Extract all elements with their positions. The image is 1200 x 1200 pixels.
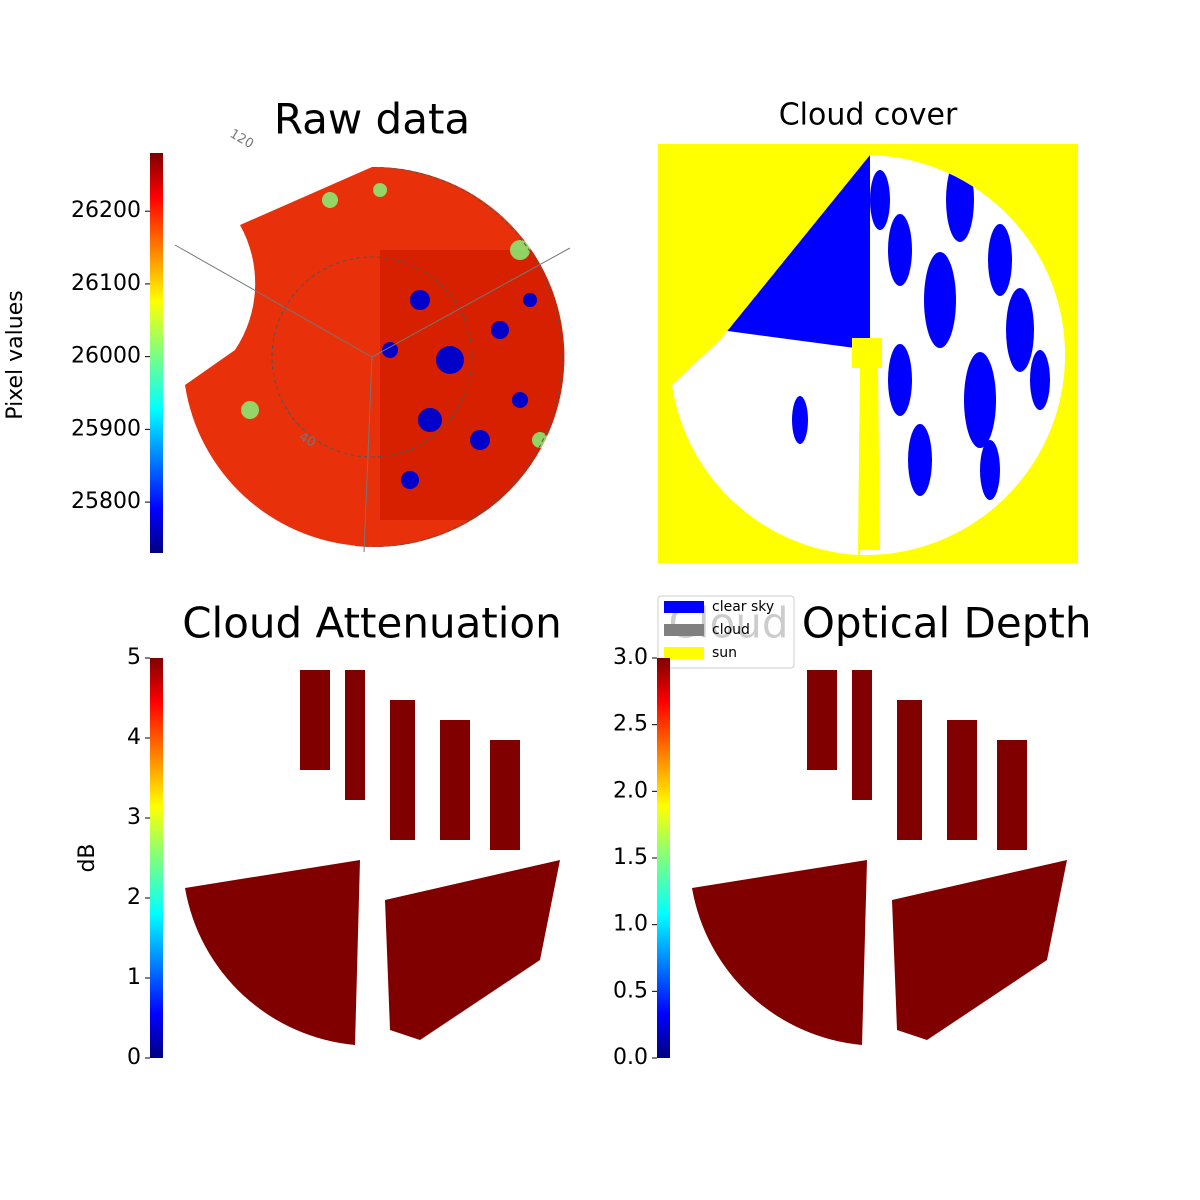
legend-label: clear sky [712,599,774,615]
colorbar-tick-label: 4 [127,725,141,750]
colorbar-tick-label: 2 [127,885,141,910]
colorbar-tick-label: 25900 [71,416,141,441]
legend-label: cloud [712,622,750,638]
legend-swatch [664,624,704,636]
attenuation-image [185,670,560,1045]
legend-label: sun [712,645,737,661]
sun-area [852,338,882,368]
colorbar-tick-label: 0.5 [613,978,648,1003]
clear-area [988,224,1012,296]
colorbar [150,153,163,553]
panel-title: Raw data [274,95,470,144]
colorbar-tick-label: 0 [127,1045,141,1070]
legend-swatch [664,647,704,659]
colorbar [150,658,163,1058]
colorbar-tick-label: 25800 [71,489,141,514]
polar-label: 120 [227,127,256,152]
cloud-cover-image [658,144,1078,563]
colorbar-tick-label: 3 [127,805,141,830]
raw-image [185,166,565,547]
clear-area [964,352,996,448]
colorbar-tick-label: 5 [127,645,141,670]
panel-title: Cloud Attenuation [182,599,562,648]
colorbar-label: dB [75,843,100,872]
clear-area [870,170,890,230]
colorbar-tick-label: 26200 [71,198,141,223]
clear-area [1030,350,1050,410]
colorbar-tick-label: 26000 [71,344,141,369]
clear-area [924,252,956,348]
colorbar-tick-label: 2.5 [613,712,648,737]
clear-area [1006,288,1034,372]
colorbar-tick-label: 2.0 [613,778,648,803]
colorbar [657,658,670,1058]
clear-area [980,440,1000,500]
colorbar-label: Pixel values [3,290,28,419]
colorbar-tick-label: 1.0 [613,912,648,937]
panel-title: Cloud cover [779,98,958,133]
polar-label: 40 [296,430,318,451]
colorbar-tick-label: 3.0 [613,645,648,670]
clear-area [888,344,912,416]
clear-area [888,214,912,286]
colorbar-tick-label: 0.0 [613,1045,648,1070]
colorbar-tick-label: 1.5 [613,845,648,870]
clear-area [908,424,932,496]
colorbar-tick-label: 26100 [71,271,141,296]
colorbar-tick-label: 1 [127,965,141,990]
optical-depth-image [692,670,1067,1045]
clear-area [792,396,808,444]
legend-swatch [664,601,704,613]
sun-area [858,365,880,550]
